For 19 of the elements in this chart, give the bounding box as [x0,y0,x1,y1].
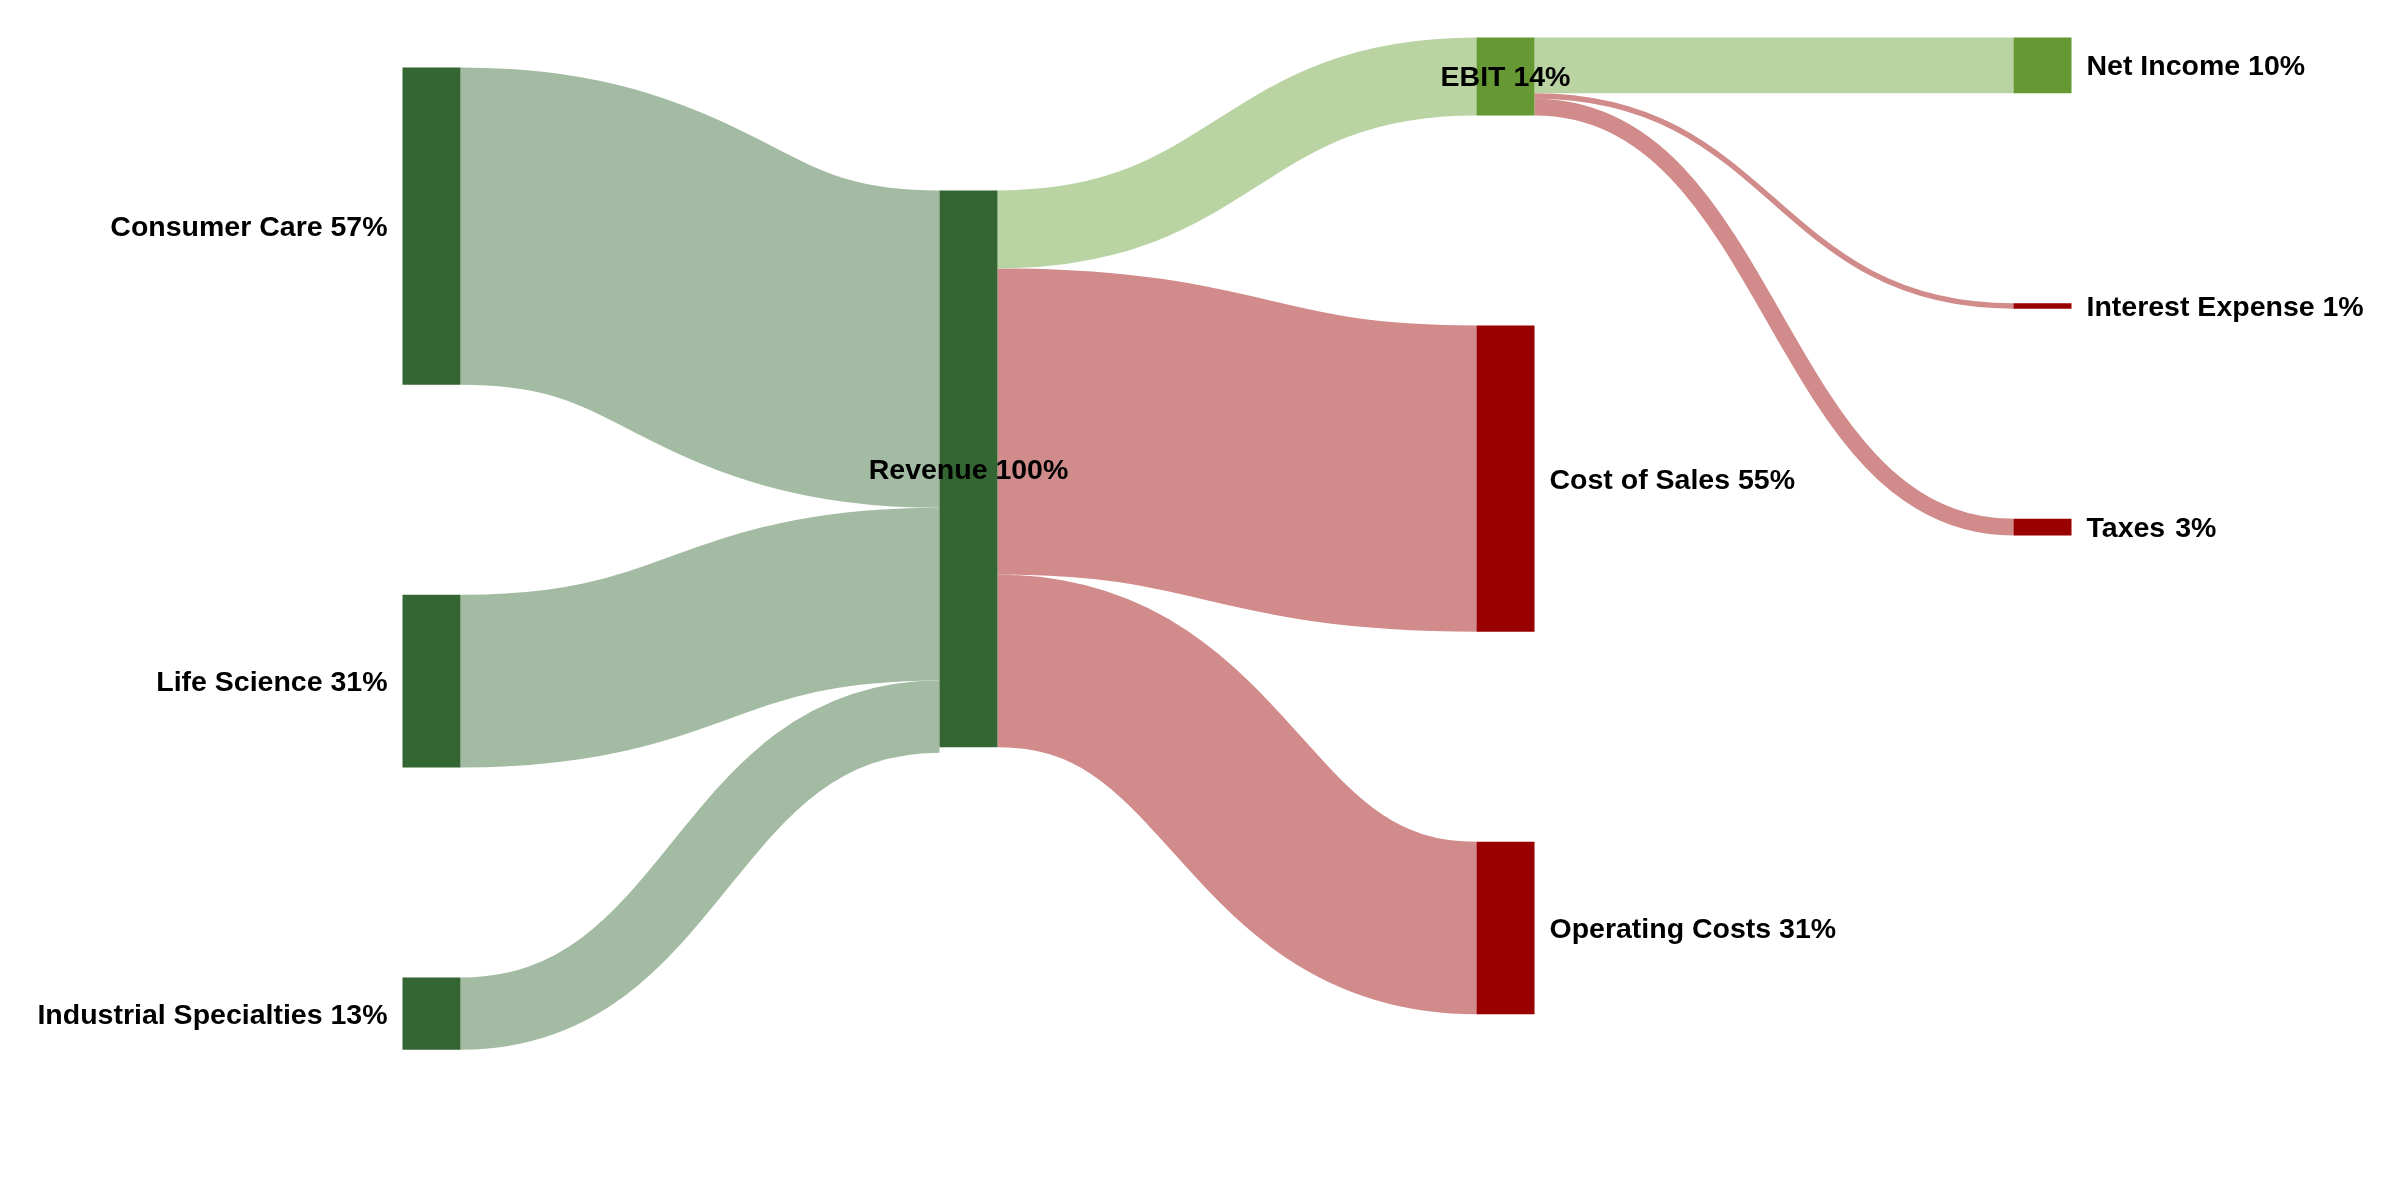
data-label: 31% [1779,912,1837,945]
category-label: EBIT [1440,60,1507,93]
category-label: Cost of Sales [1549,462,1731,495]
category-label: Consumer Care [110,210,323,243]
category-label: Operating Costs [1549,912,1772,945]
data-label: 57% [330,210,388,243]
data-label: 13% [330,997,388,1030]
data-label: 14% [1513,60,1571,93]
category-label: Net Income [2086,49,2241,82]
category-label: Taxes [2086,511,2166,544]
category-label: Interest Expense [2086,289,2315,322]
data-label: 1% [2322,289,2364,322]
category-label: Industrial Specialties [37,997,323,1030]
data-label: 3% [2175,511,2217,544]
data-label: 10% [2248,49,2306,82]
data-label: 100% [995,452,1069,485]
data-label: 55% [1737,462,1796,495]
data-label: 31% [330,665,388,698]
category-label: Life Science [156,665,323,698]
